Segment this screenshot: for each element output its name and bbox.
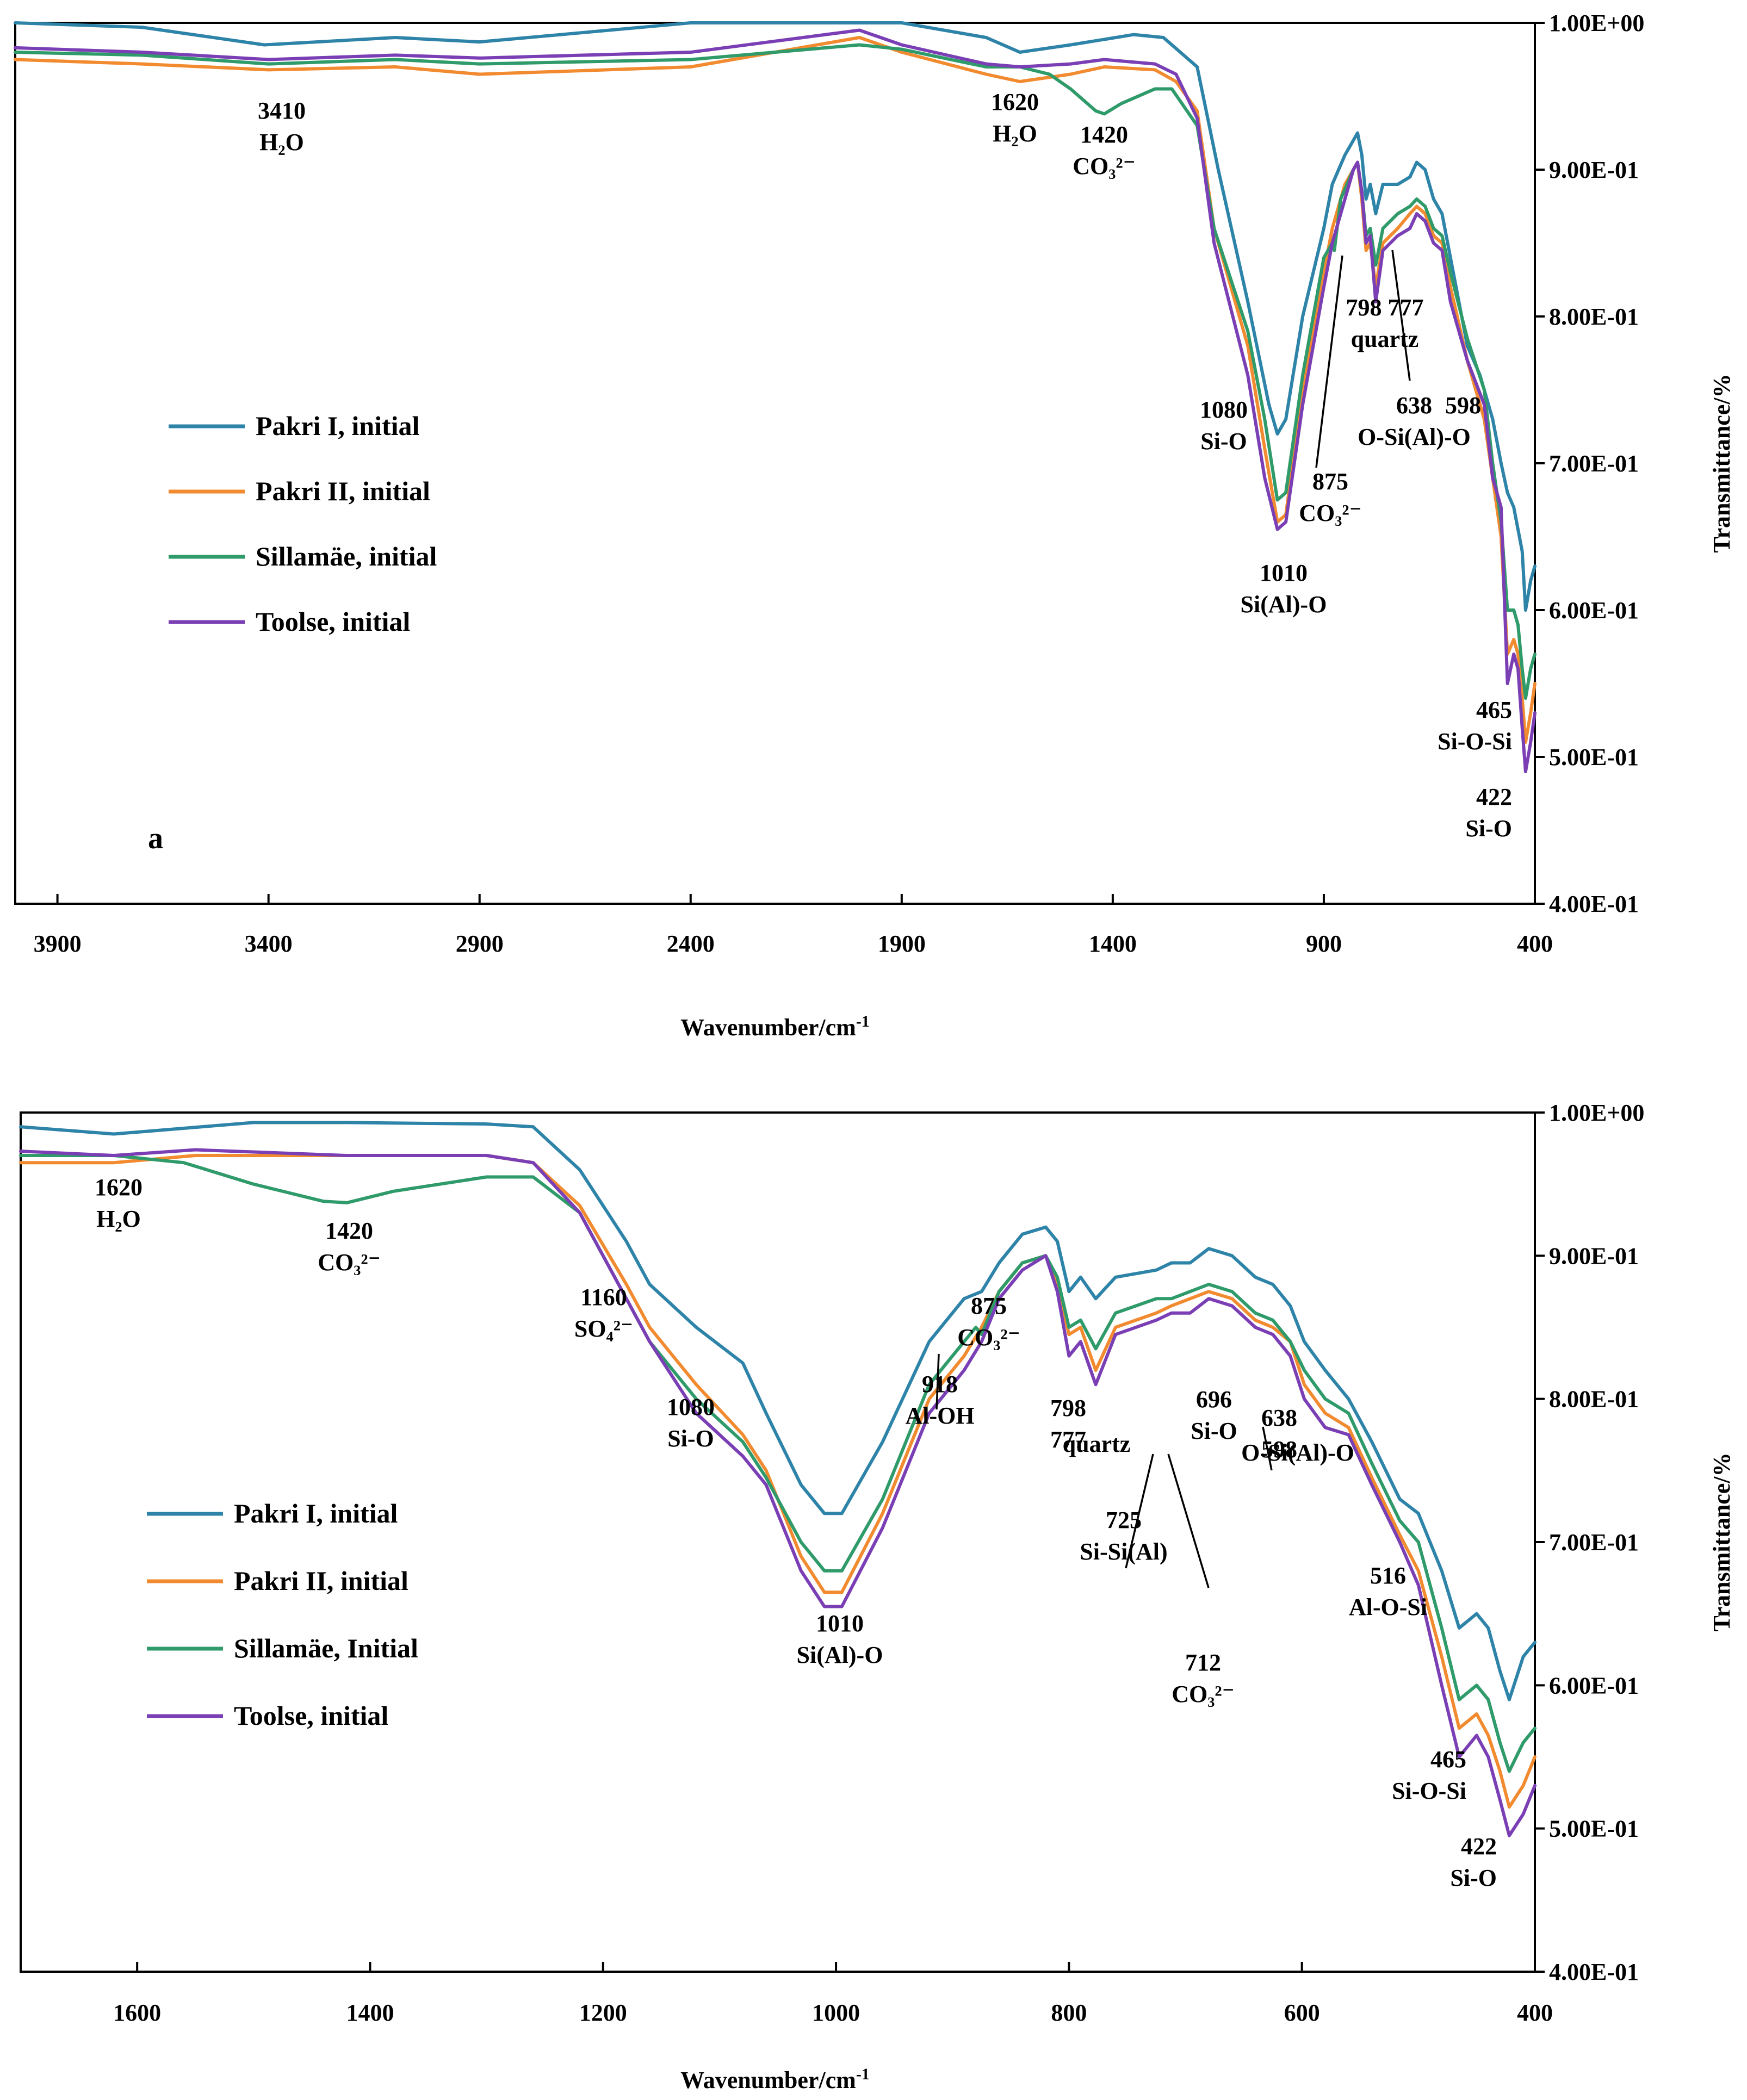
panel-a: 3900 3400 2900 2400 1900 1400 900 400 4.00E-01 5.… (14, 10, 1735, 1041)
panel-a-plot-frame (14, 22, 1536, 905)
panel-a-peak-annotation: 1620 H₂O (991, 89, 1039, 147)
panel-a-x-tick-label: 1900 (878, 930, 926, 957)
panel-b-peak-annotation: 798 777 (1050, 1395, 1086, 1453)
panel-b-peak-annotation: O-Si(Al)-O (1241, 1439, 1354, 1466)
panel-a-y-tick-label: 6.00E-01 (1549, 597, 1639, 624)
panel-a-y-tick-label: 4.00E-01 (1549, 891, 1639, 917)
panel-a-y-tick-label: 5.00E-01 (1549, 744, 1639, 771)
panel-a-y-tick-label: 9.00E-01 (1549, 157, 1639, 183)
panel-a-series-group (14, 21, 1537, 773)
panel-b-y-tick-label: 5.00E-01 (1549, 1816, 1639, 1842)
panel-a-peak-annotation: 422 Si-O (1465, 784, 1512, 842)
panel-b-y-tick-label: 4.00E-01 (1549, 1959, 1639, 1985)
panel-a-y-tick-label: 7.00E-01 (1549, 450, 1639, 477)
panel-b-x-tick-label: 800 (1051, 1999, 1087, 2026)
panel-b-x-tick-label: 1400 (346, 1999, 394, 2026)
panel-b-series-line-1 (19, 1121, 1537, 1701)
panel-b-x-tick-label: 1600 (113, 1999, 161, 2026)
panel-b-peak-annotation: quartz (1063, 1431, 1131, 1457)
panel-b-annotations: 1620 H₂O 1420 CO₃²⁻ 1160 SO₄²⁻ 1080 Si-O 918 Al-O… (95, 1174, 1497, 1891)
panel-a-y-axis-title: Transmittance/% (1708, 374, 1735, 552)
panel-a-x-tick-label: 900 (1306, 930, 1342, 957)
panel-a-legend-label: Sillamäe, initial (256, 541, 437, 571)
panel-a-peak-annotation: 465 Si-O-Si (1438, 697, 1512, 755)
panel-b-peak-annotation: 875 CO₃²⁻ (957, 1293, 1020, 1351)
panel-b-series-line-4 (19, 1148, 1537, 1837)
panel-b-y-tick-label: 9.00E-01 (1549, 1242, 1639, 1269)
panel-a-peak-annotation: 3410 H₂O (258, 97, 306, 156)
panel-a-leader-line (1391, 250, 1411, 381)
panel-a-peak-annotation: 1420 CO₃²⁻ (1073, 121, 1136, 179)
panel-a-leader-line (1315, 255, 1343, 468)
panel-a-legend: Pakri I, initial Pakri II, initial Sillamä… (169, 411, 437, 637)
panel-a-legend-label: Pakri I, initial (256, 411, 420, 441)
panel-a-x-tick-label: 3900 (34, 930, 82, 957)
panel-b-series-group (19, 1121, 1537, 1837)
panel-a-peak-annotation: 638 O-Si(Al)-O (1358, 392, 1471, 450)
panel-a-peak-annotation: 875 CO₃²⁻ (1299, 468, 1362, 526)
panel-a-x-tick-label: 400 (1517, 930, 1553, 957)
panel-b-y-axis-title: Transmittance/% (1708, 1452, 1735, 1631)
panel-a-label: a (148, 822, 163, 855)
panel-a-x-tick-label: 3400 (245, 930, 293, 957)
panel-b-peak-annotation: 1080 Si-O (667, 1394, 715, 1452)
panel-a-x-tick-label: 2400 (667, 930, 715, 957)
panel-b-x-tick-label: 400 (1517, 1999, 1553, 2026)
panel-b-leader-line (936, 1353, 940, 1410)
panel-b-axes: 1600 1400 1200 1000 800 600 400 4.00E-01 5.00E-0… (113, 1099, 1644, 2026)
panel-a-axes: 3900 3400 2900 2400 1900 1400 900 400 4.00E-01 5.… (34, 10, 1645, 957)
panel-b-peak-annotation: 1420 CO₃²⁻ (318, 1217, 381, 1276)
panel-b-peak-annotation: 516 Al-O-Si (1349, 1562, 1427, 1620)
panel-b-x-tick-label: 1200 (579, 1999, 627, 2026)
panel-a-legend-label: Pakri II, initial (256, 476, 430, 506)
panel-a-y-tick-label: 8.00E-01 (1549, 303, 1639, 330)
panel-a-y-tick-label: 1.00E+00 (1549, 10, 1644, 36)
panel-b-x-axis-title: Wavenumber/cm-1 (680, 2065, 870, 2093)
panel-b-legend-label: Sillamäe, Initial (234, 1633, 418, 1663)
panel-b-peak-annotation: 712 CO₃²⁻ (1172, 1649, 1235, 1707)
panel-b-peak-annotation: 1620 H₂O (95, 1174, 143, 1232)
panel-b-x-tick-label: 1000 (812, 1999, 860, 2026)
panel-b-legend-label: Pakri I, initial (234, 1498, 398, 1529)
panel-b-leader-line (1262, 1426, 1273, 1471)
panel-a-peak-annotation: 798 777 quartz (1346, 294, 1424, 352)
panel-b-peak-annotation: 638 598 (1261, 1405, 1297, 1463)
panel-b-y-tick-label: 7.00E-01 (1549, 1529, 1639, 1556)
panel-b-y-tick-label: 1.00E+00 (1549, 1099, 1644, 1126)
panel-a-peak-annotation: 598 (1445, 392, 1481, 419)
panel-a-legend-label: Toolse, initial (256, 606, 410, 637)
panel-b-peak-annotation: 918 Al-OH (905, 1371, 974, 1429)
panel-b-peak-annotation: 1160 SO₄²⁻ (574, 1284, 633, 1342)
panel-b-peak-annotation: 422 Si-O (1450, 1833, 1497, 1891)
panel-b-leader-line (1125, 1453, 1154, 1569)
panel-b-series-line-3 (19, 1154, 1537, 1773)
panel-a-peak-annotation: 1010 Si(Al)-O (1241, 560, 1327, 618)
panel-b-peak-annotation: 1010 Si(Al)-O (797, 1610, 883, 1668)
panel-b-y-tick-label: 8.00E-01 (1549, 1386, 1639, 1413)
panel-b-peak-annotation: 465 Si-O-Si (1392, 1746, 1466, 1804)
panel-b-legend-label: Toolse, initial (234, 1700, 388, 1731)
panel-a-x-tick-label: 2900 (456, 930, 504, 957)
panel-b-peak-annotation: 696 Si-O (1191, 1386, 1237, 1444)
panel-a-x-axis-title: Wavenumber/cm-1 (680, 1012, 870, 1041)
panel-b-x-tick-label: 600 (1284, 1999, 1320, 2026)
panel-b: 1600 1400 1200 1000 800 600 400 4.00E-01 5.00E-0… (19, 1099, 1735, 2093)
panel-b-series-line-2 (19, 1154, 1537, 1809)
panel-a-series-line-4 (14, 28, 1537, 773)
panel-b-leader-line (1167, 1453, 1210, 1588)
panel-a-x-tick-label: 1400 (1089, 930, 1137, 957)
panel-b-y-tick-label: 6.00E-01 (1549, 1672, 1639, 1699)
panel-a-peak-annotation: 1080 Si-O (1200, 396, 1248, 455)
panel-b-legend: Pakri I, initial Pakri II, initial Sillamä… (147, 1498, 418, 1731)
panel-a-annotations: 3410 H₂O 1620 H₂O 1420 CO₃²⁻ 1080 Si-O 875 CO₃²⁻ 1… (148, 89, 1512, 855)
panel-b-legend-label: Pakri II, initial (234, 1565, 408, 1596)
panel-b-plot-frame (20, 1111, 1536, 1973)
panel-b-peak-annotation: 725 Si-Si(Al) (1080, 1507, 1167, 1565)
